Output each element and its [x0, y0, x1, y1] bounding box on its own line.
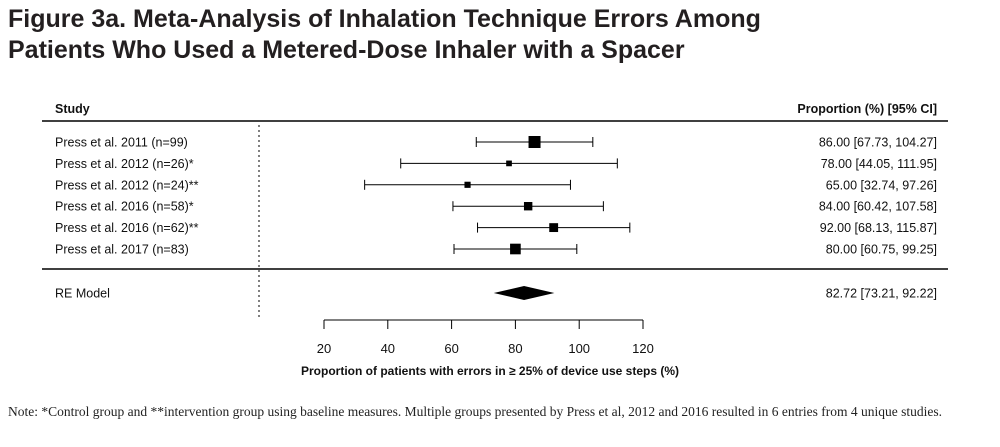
estimate-ci-text: 86.00 [67.73, 104.27]	[819, 136, 937, 150]
figure-title: Figure 3a. Meta-Analysis of Inhalation T…	[8, 4, 988, 66]
x-tick-label: 20	[317, 341, 331, 356]
point-estimate-marker	[464, 181, 471, 188]
study-label: Press et al. 2016 (n=58)*	[55, 200, 194, 214]
summary-row: RE Model 82.72 [73.21, 92.22]	[55, 286, 937, 301]
study-row: Press et al. 2016 (n=62)** 92.00 [68.13, …	[55, 221, 937, 235]
estimate-ci-text: 80.00 [60.75, 99.25]	[826, 243, 937, 257]
study-rows: Press et al. 2011 (n=99) 86.00 [67.73, 10…	[55, 136, 937, 257]
figure-note: Note: *Control group and **intervention …	[8, 404, 942, 419]
x-axis: 20 40 60 80 100 120	[317, 319, 654, 356]
x-tick-label: 100	[568, 341, 590, 356]
study-row: Press et al. 2016 (n=58)* 84.00 [60.42, 1…	[55, 200, 937, 214]
x-tick-label: 60	[444, 341, 458, 356]
estimate-column-header: Proportion (%) [95% CI]	[797, 102, 937, 116]
x-tick-label: 120	[632, 341, 654, 356]
estimate-ci-text: 65.00 [32.74, 97.26]	[826, 178, 937, 192]
x-tick-label: 80	[508, 341, 522, 356]
x-axis-label: Proportion of patients with errors in ≥ …	[301, 364, 679, 378]
estimate-ci-text: 92.00 [68.13, 115.87]	[820, 221, 937, 235]
point-estimate-marker	[523, 202, 533, 211]
study-column-header: Study	[55, 102, 90, 116]
x-tick-label: 40	[381, 341, 395, 356]
study-row: Press et al. 2011 (n=99) 86.00 [67.73, 10…	[55, 136, 937, 150]
study-label: Press et al. 2016 (n=62)**	[55, 221, 199, 235]
point-estimate-marker	[510, 243, 521, 255]
study-label: Press et al. 2012 (n=24)**	[55, 178, 199, 192]
estimate-ci-text: 84.00 [60.42, 107.58]	[819, 200, 937, 214]
summary-diamond	[493, 286, 555, 300]
point-estimate-marker	[528, 136, 541, 148]
point-estimate-marker	[506, 160, 512, 167]
summary-ci-text: 82.72 [73.21, 92.22]	[826, 287, 937, 301]
summary-label: RE Model	[55, 287, 110, 301]
study-row: Press et al. 2012 (n=26)* 78.00 [44.05, 1…	[55, 157, 937, 171]
study-label: Press et al. 2017 (n=83)	[55, 243, 189, 257]
estimate-ci-text: 78.00 [44.05, 111.95]	[821, 157, 937, 171]
study-row: Press et al. 2017 (n=83) 80.00 [60.75, 99…	[55, 243, 937, 257]
study-row: Press et al. 2012 (n=24)** 65.00 [32.74, …	[55, 178, 937, 192]
point-estimate-marker	[549, 223, 559, 233]
forest-plot: Study Proportion (%) [95% CI] Press et a…	[42, 102, 948, 378]
study-label: Press et al. 2011 (n=99)	[55, 136, 188, 150]
study-label: Press et al. 2012 (n=26)*	[55, 157, 194, 171]
figure-title-line-1: Figure 3a. Meta-Analysis of Inhalation T…	[8, 5, 761, 33]
figure-title-line-2: Patients Who Used a Metered-Dose Inhaler…	[8, 36, 685, 64]
